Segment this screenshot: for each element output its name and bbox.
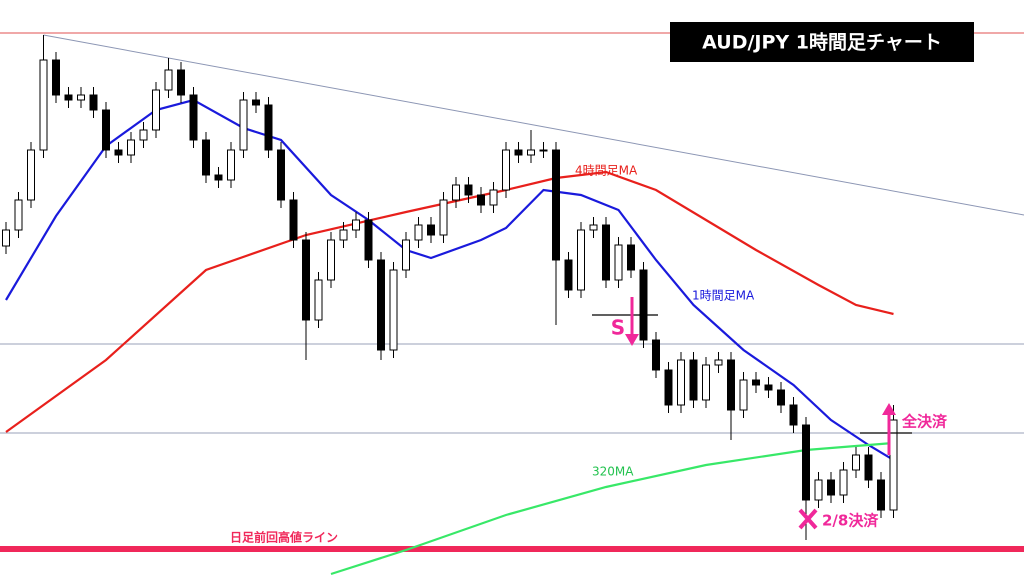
candle-body <box>814 479 823 501</box>
candle-body <box>64 94 73 101</box>
candle-body <box>377 259 385 351</box>
sell-arrow-head <box>625 334 639 346</box>
candle-body <box>777 389 785 406</box>
candle-body <box>352 219 360 231</box>
candle-body <box>164 69 173 91</box>
candle-body <box>77 94 85 101</box>
candle-body <box>614 244 623 281</box>
candle-body <box>302 239 310 321</box>
candle-body <box>802 424 810 501</box>
annotation: 全決済 <box>901 413 948 431</box>
candle-body <box>339 229 348 241</box>
exit-mark <box>798 508 818 530</box>
moving-average <box>5 98 895 461</box>
candle-body <box>189 94 198 141</box>
candle-body <box>502 149 510 191</box>
ma-label: 1時間足MA <box>692 289 755 303</box>
candle-body <box>214 174 223 181</box>
candle-body <box>39 59 48 151</box>
candle-body <box>264 104 273 151</box>
candle-body <box>527 149 535 156</box>
candle-body <box>14 199 23 231</box>
candle-body <box>677 359 685 406</box>
candle-body <box>314 279 323 321</box>
level-label: 日足前回高値ライン <box>230 530 338 545</box>
candle-body <box>539 149 548 152</box>
candle-body <box>514 149 523 156</box>
candle-body <box>552 149 560 261</box>
trendline <box>43 34 1024 216</box>
candle-body <box>52 59 60 96</box>
candle-body <box>577 229 585 291</box>
candle-body <box>102 109 110 151</box>
candle-body <box>602 224 610 281</box>
candle-body <box>852 454 860 471</box>
candle-body <box>727 359 735 411</box>
candle-body <box>252 99 260 106</box>
candle-body <box>627 244 635 271</box>
candle-body <box>752 379 760 386</box>
title-box <box>670 22 974 62</box>
candle-body <box>152 89 160 131</box>
candle-body <box>439 199 448 236</box>
candle-body <box>789 404 798 426</box>
candle-body <box>839 469 848 496</box>
candle-body <box>127 139 135 156</box>
candle-body <box>414 224 423 241</box>
candle-body <box>202 139 210 176</box>
candle-body <box>89 94 98 111</box>
candle-body <box>27 149 35 201</box>
exit-arrow-head <box>882 403 896 415</box>
moving-average <box>5 170 894 433</box>
candle-body <box>477 194 485 206</box>
candle-body <box>139 129 148 141</box>
candle-body <box>277 149 285 201</box>
candle-body <box>764 384 773 391</box>
candle-body <box>889 419 898 511</box>
candle-body <box>227 149 235 181</box>
candle-body <box>177 69 185 96</box>
candle-body <box>664 369 673 406</box>
candle-body <box>877 479 885 511</box>
candle-body <box>2 229 10 247</box>
candle-body <box>289 199 298 241</box>
candle-body <box>489 189 498 206</box>
candle-body <box>114 149 123 156</box>
candle-body <box>827 479 835 496</box>
candle-body <box>589 224 598 231</box>
candle-body <box>652 339 660 371</box>
candle-body <box>864 454 873 481</box>
candle-body <box>639 269 648 341</box>
candle-body <box>714 359 723 366</box>
candle-body <box>452 184 460 201</box>
candle-body <box>464 184 473 196</box>
candle-body <box>427 224 435 236</box>
candle-body <box>389 269 398 351</box>
candle-body <box>364 219 373 261</box>
candle-body <box>239 99 248 151</box>
candle-body <box>739 379 748 411</box>
annotation: S <box>611 316 625 340</box>
ma-label: 320MA <box>592 465 634 479</box>
candle-body <box>689 359 698 401</box>
ma-label: 4時間足MA <box>575 164 638 178</box>
candle-body <box>564 259 573 291</box>
candle-body <box>327 239 335 281</box>
candle-body <box>402 239 410 271</box>
annotation: 2/8決済 <box>822 512 879 530</box>
candle-body <box>702 364 710 401</box>
chart-title: AUD/JPY 1時間足チャート <box>702 32 942 54</box>
